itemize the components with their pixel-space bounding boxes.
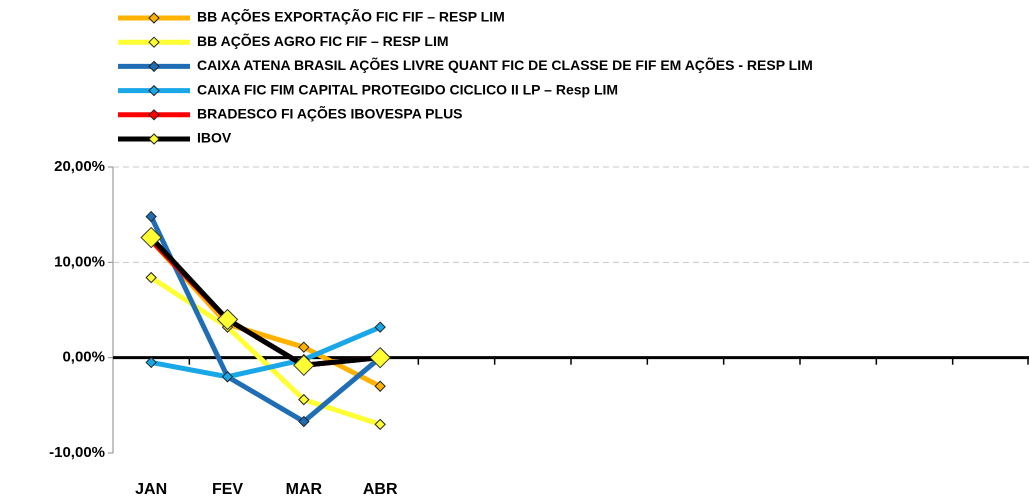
legend-marker	[148, 84, 160, 97]
legend-label: CAIXA ATENA BRASIL AÇÕES LIVRE QUANT FIC…	[197, 56, 813, 73]
point-marker	[298, 393, 310, 406]
series-line	[149, 235, 381, 368]
legend-label: BB AÇÕES EXPORTAÇÃO FIC FIF – RESP LIM	[197, 8, 505, 25]
point-marker	[140, 226, 162, 249]
x-tick-label: FEV	[212, 481, 243, 497]
y-tick-label: 10,00%	[54, 253, 105, 270]
x-tick-label: ABR	[363, 481, 398, 497]
point-marker	[293, 354, 315, 377]
point-marker	[374, 321, 386, 333]
point-marker	[221, 371, 234, 383]
point-marker	[145, 210, 157, 223]
point-marker	[374, 418, 386, 431]
x-tick-label: MAR	[286, 481, 323, 497]
y-tick-label: 20,00%	[54, 158, 105, 175]
point-marker	[374, 380, 386, 392]
series-line	[148, 215, 382, 425]
legend-marker	[148, 133, 160, 145]
y-tick-label: 0,00%	[62, 349, 105, 366]
legend-label: BB AÇÕES AGRO FIC FIF – RESP LIM	[197, 32, 449, 49]
point-marker	[216, 308, 239, 331]
point-marker	[298, 415, 310, 428]
legend-label: BRADESCO FI AÇÕES IBOVESPA PLUS	[197, 105, 463, 122]
x-tick-label: JAN	[135, 481, 167, 497]
legend-label: CAIXA FIC FIM CAPITAL PROTEGIDO CICLICO …	[197, 81, 618, 97]
point-marker	[369, 346, 391, 369]
legend-marker	[148, 60, 160, 73]
legend-label: IBOV	[197, 130, 232, 146]
series-line	[150, 324, 382, 380]
y-tick-label: -10,00%	[49, 444, 105, 461]
legend-marker	[148, 109, 160, 121]
point-marker	[298, 341, 310, 353]
point-marker	[145, 271, 157, 284]
legend-marker	[148, 12, 160, 24]
legend-marker	[148, 36, 160, 48]
series-line	[149, 275, 381, 427]
point-marker	[145, 356, 157, 369]
